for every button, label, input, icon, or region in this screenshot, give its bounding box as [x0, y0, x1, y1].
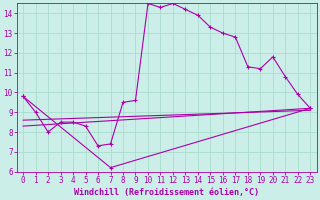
X-axis label: Windchill (Refroidissement éolien,°C): Windchill (Refroidissement éolien,°C): [74, 188, 259, 197]
